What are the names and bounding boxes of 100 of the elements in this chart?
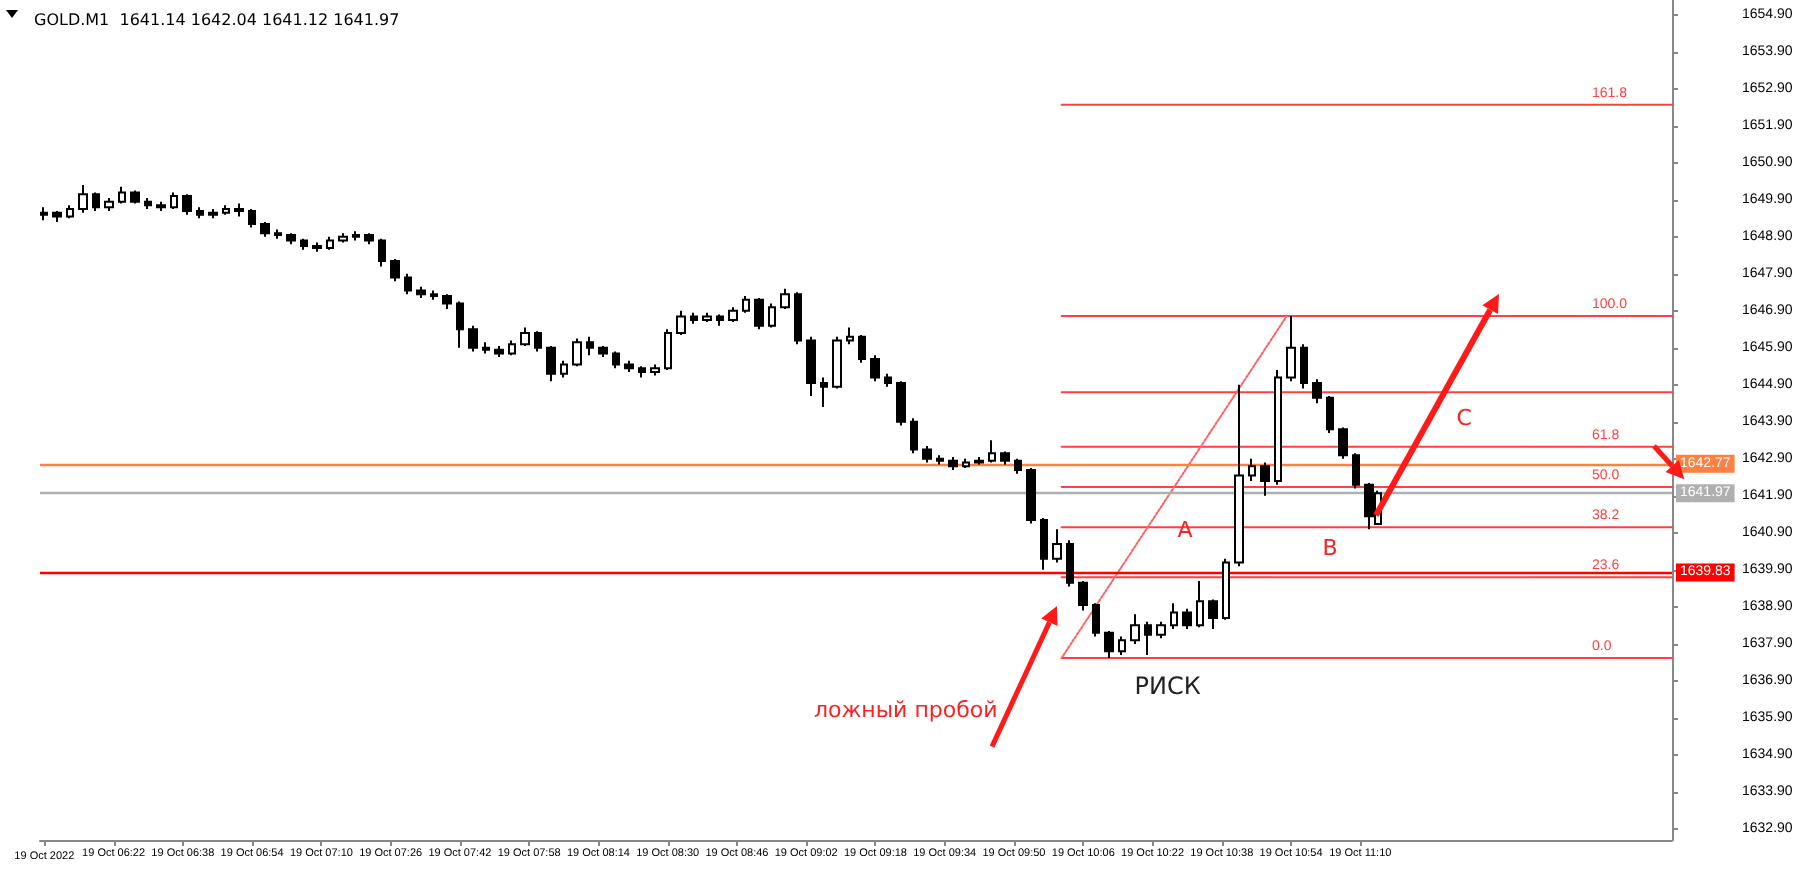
candlestick <box>260 221 270 238</box>
candlestick <box>326 235 334 251</box>
candlestick <box>364 232 374 246</box>
candlestick <box>936 454 944 466</box>
candlestick <box>676 309 686 336</box>
candlestick <box>1156 620 1166 640</box>
candlestick <box>1078 579 1088 612</box>
candlestick <box>286 232 296 246</box>
candlestick <box>1312 378 1322 405</box>
candlestick <box>1338 426 1348 460</box>
candlestick <box>922 444 932 464</box>
candlestick <box>768 302 776 329</box>
candlestick <box>248 208 256 229</box>
candlestick <box>78 184 88 214</box>
candlestick <box>456 300 464 349</box>
candlestick <box>560 359 568 379</box>
candlestick <box>1364 481 1374 531</box>
candlestick <box>546 344 556 383</box>
candlestick <box>1118 635 1126 656</box>
candlestick <box>508 339 516 357</box>
candlestick <box>338 232 348 244</box>
candlestick <box>690 311 698 325</box>
annotation: ложный пробой <box>814 697 998 724</box>
candlestick <box>716 313 724 327</box>
candlestick <box>196 206 204 220</box>
candlestick <box>182 193 192 216</box>
candlestick <box>1208 598 1218 631</box>
text: GOLD.M1 1641.14 1642.04 1641.12 1641.97 <box>34 11 400 29</box>
candlestick <box>208 208 218 220</box>
candlestick <box>794 291 802 346</box>
candlestick <box>910 417 918 455</box>
candlestick <box>1286 315 1296 383</box>
candlestick <box>390 258 400 283</box>
candlestick <box>1026 467 1036 525</box>
candlestick <box>728 306 738 323</box>
candlestick <box>870 354 880 383</box>
candlestick <box>1052 528 1062 564</box>
candlestick <box>1352 452 1360 490</box>
candlestick <box>612 350 620 370</box>
candlestick <box>130 189 140 205</box>
candlestick <box>520 326 530 347</box>
candlestick <box>858 333 866 364</box>
candlestick <box>534 330 542 353</box>
annotation: C <box>1456 405 1472 432</box>
candlestick <box>638 365 646 379</box>
candlestick <box>702 311 712 323</box>
candlestick <box>300 237 308 251</box>
candlestick <box>1040 517 1048 571</box>
candlestick <box>1274 369 1282 486</box>
candlestick <box>482 341 490 355</box>
candlestick <box>66 204 74 220</box>
candlestick <box>312 241 322 253</box>
candlestick <box>1144 620 1152 656</box>
candlestick <box>754 296 764 331</box>
candlestick <box>234 202 244 218</box>
candlestick <box>624 359 634 373</box>
candlestick <box>962 457 970 470</box>
candlestick <box>650 363 660 377</box>
candlestick <box>118 185 126 205</box>
candlestick <box>1326 394 1334 434</box>
candlestick <box>352 230 360 242</box>
candlestick <box>222 204 230 216</box>
candlestick <box>1234 383 1244 568</box>
candlestick <box>988 439 996 464</box>
candlestick <box>274 228 282 240</box>
candlestick <box>416 285 426 299</box>
candlestick <box>974 456 984 466</box>
annotation: B <box>1322 534 1338 561</box>
candlestick <box>806 335 816 397</box>
candlestick <box>1000 450 1010 466</box>
candlestick <box>378 237 386 268</box>
candlestick <box>896 380 906 427</box>
candlestick <box>1196 579 1204 629</box>
candlestick <box>92 191 100 212</box>
candlestick <box>1130 613 1140 645</box>
candlestick <box>572 337 582 368</box>
annotation: РИСК <box>1134 672 1201 701</box>
candlestick <box>1300 343 1308 390</box>
candlestick <box>442 293 452 310</box>
candlestick <box>846 326 854 346</box>
candlestick <box>404 272 412 296</box>
candlestick <box>1066 539 1074 588</box>
candlestick <box>742 295 750 314</box>
candlestick <box>170 191 178 211</box>
candlestick <box>468 324 478 353</box>
candlestick <box>832 335 842 390</box>
candlestick <box>1104 629 1114 659</box>
candlestick <box>1260 461 1270 497</box>
candlestick <box>52 209 62 224</box>
candlestick <box>884 372 892 388</box>
candlestick <box>598 344 608 359</box>
candlestick <box>1170 602 1178 631</box>
candlestick <box>1014 457 1022 475</box>
candlestick <box>820 376 828 409</box>
candlestick <box>104 196 114 212</box>
candlestick <box>1248 457 1256 483</box>
candlestick <box>156 200 166 212</box>
candlestick <box>494 344 504 359</box>
candlestick <box>948 456 958 471</box>
candlestick <box>1222 557 1230 621</box>
